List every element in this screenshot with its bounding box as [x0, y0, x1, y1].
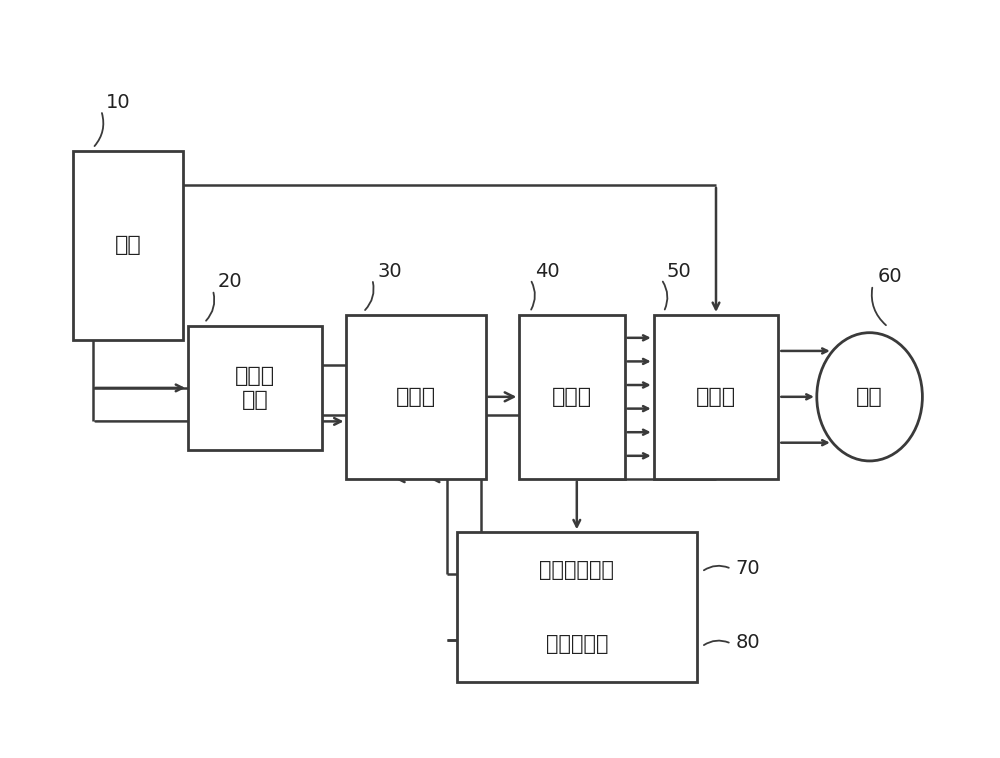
Text: 10: 10: [106, 92, 131, 111]
Text: 40: 40: [535, 262, 560, 280]
Text: 电源管
理器: 电源管 理器: [235, 366, 275, 409]
Text: 50: 50: [666, 262, 691, 280]
Text: 20: 20: [218, 272, 242, 291]
Ellipse shape: [817, 333, 922, 461]
Text: 逆变器: 逆变器: [696, 387, 736, 407]
Text: 电流传感器: 电流传感器: [546, 634, 608, 654]
Bar: [654, 315, 778, 479]
Bar: [519, 315, 625, 479]
Bar: [346, 315, 486, 479]
Text: 电机: 电机: [856, 387, 883, 407]
Text: 控制器: 控制器: [396, 387, 436, 407]
Bar: [188, 326, 322, 450]
Text: 30: 30: [377, 262, 402, 280]
Text: 驱动器: 驱动器: [552, 387, 592, 407]
Text: 过温保护电路: 过温保护电路: [539, 559, 614, 580]
Text: 80: 80: [735, 634, 760, 653]
Bar: [457, 532, 697, 682]
Text: 电池: 电池: [115, 236, 141, 255]
Text: 60: 60: [878, 268, 902, 287]
Bar: [73, 151, 183, 340]
Text: 70: 70: [735, 559, 760, 578]
